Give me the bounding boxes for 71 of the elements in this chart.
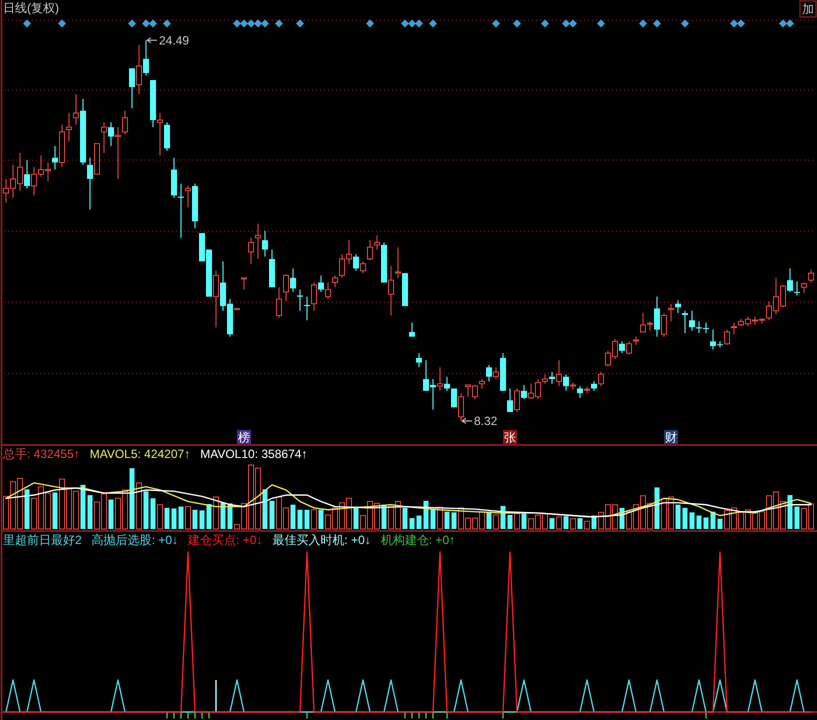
bar <box>696 516 702 529</box>
bar <box>298 510 302 529</box>
bar <box>290 504 296 529</box>
bar <box>200 510 204 529</box>
x-tick-label: 张 <box>504 430 516 444</box>
annotation: 24.49 <box>159 33 190 48</box>
chart-title: 里超前日最好2 <box>3 533 82 547</box>
bar <box>718 518 722 529</box>
bar <box>556 516 562 530</box>
bar <box>311 509 317 530</box>
annotation: 加 <box>802 2 814 16</box>
bar <box>710 512 716 529</box>
annotation: 8.32 <box>474 414 498 428</box>
bar <box>654 487 660 529</box>
bar <box>794 506 800 529</box>
bar <box>486 512 492 529</box>
bar <box>704 517 708 529</box>
bar <box>206 504 212 529</box>
text: 机构建仓: +0↑ <box>380 533 456 547</box>
bar <box>172 508 176 529</box>
bar <box>52 492 58 529</box>
text: MAVOL5: 424207↑ <box>90 447 190 461</box>
bar <box>130 468 134 529</box>
text: MAVOL10: 358674↑ <box>200 447 308 461</box>
bar <box>220 502 226 529</box>
bar <box>676 504 680 529</box>
bar <box>430 509 436 529</box>
bar <box>185 506 191 530</box>
bar <box>136 482 142 530</box>
bar <box>493 514 499 530</box>
series-label: 建仓买点: +0↓ <box>187 533 262 547</box>
bar <box>410 518 414 529</box>
bar <box>88 495 92 529</box>
bar <box>157 504 163 530</box>
bar <box>24 489 30 529</box>
bar <box>788 495 792 529</box>
bar <box>522 514 526 529</box>
bar <box>690 512 694 529</box>
bar <box>584 520 590 530</box>
bar <box>318 510 324 529</box>
x-tick-label: 榜 <box>238 430 250 444</box>
bar <box>108 500 114 529</box>
text: 最佳买入时机: +0↓ <box>272 533 371 547</box>
bar <box>144 491 148 529</box>
bar <box>354 506 358 529</box>
bar <box>578 518 582 529</box>
series-label: 总手: 432455↑ <box>2 447 80 461</box>
bar <box>444 512 450 529</box>
bar <box>570 518 576 530</box>
bar <box>508 514 512 529</box>
x-tick-label: 财 <box>665 430 677 444</box>
text: 高抛后选股: +0↓ <box>92 533 178 547</box>
bar <box>514 513 520 530</box>
bar <box>304 510 310 529</box>
bar <box>164 508 170 529</box>
bar <box>424 500 428 529</box>
bar <box>452 512 456 529</box>
bar <box>550 518 554 529</box>
bar <box>192 510 198 529</box>
bar <box>262 489 268 529</box>
bar <box>402 508 408 529</box>
bar <box>416 516 422 529</box>
bar <box>150 498 156 529</box>
bar <box>682 508 688 529</box>
bar <box>178 506 184 529</box>
bar <box>382 504 386 529</box>
bar <box>564 516 568 529</box>
bar <box>270 500 274 529</box>
bar <box>213 496 219 530</box>
bar <box>80 484 86 529</box>
chart-title: 日线(复权) <box>3 1 59 15</box>
